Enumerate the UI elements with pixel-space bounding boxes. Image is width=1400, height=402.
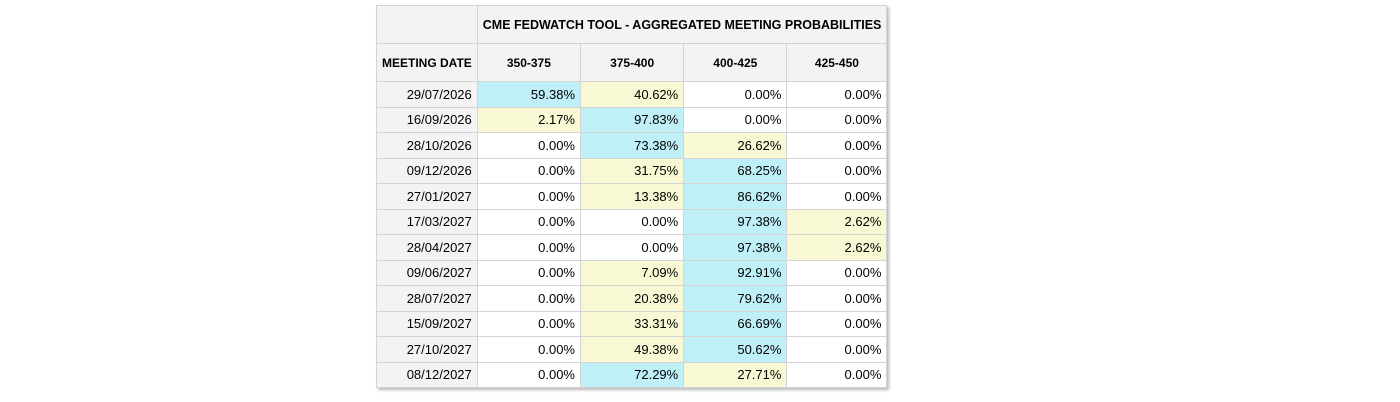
probability-cell: 0.00% (476, 157, 582, 184)
probability-cell: 0.00% (786, 361, 888, 388)
table-row: 27/10/2027 0.00% 49.38% 50.62% 0.00% (376, 336, 888, 363)
meeting-date-cell: 28/10/2026 (376, 132, 478, 159)
probability-cell: 0.00% (579, 234, 685, 261)
meeting-date-cell: 29/07/2026 (376, 81, 478, 108)
probability-cell: 0.00% (476, 183, 582, 210)
probability-cell: 0.00% (476, 132, 582, 159)
probability-cell: 2.62% (786, 234, 888, 261)
probability-cell: 0.00% (476, 259, 582, 286)
table-row: 16/09/2026 2.17% 97.83% 0.00% 0.00% (376, 106, 888, 133)
meeting-date-cell: 15/09/2027 (376, 310, 478, 337)
fedwatch-table-container: CME FEDWATCH TOOL - AGGREGATED MEETING P… (376, 5, 888, 388)
table-row: 17/03/2027 0.00% 0.00% 97.38% 2.62% (376, 208, 888, 235)
probability-cell: 0.00% (786, 259, 888, 286)
meeting-date-cell: 28/04/2027 (376, 234, 478, 261)
probability-cell: 0.00% (786, 310, 888, 337)
probability-cell: 0.00% (476, 234, 582, 261)
table-row: 29/07/2026 59.38% 40.62% 0.00% 0.00% (376, 81, 888, 108)
range-header: 425-450 (786, 43, 888, 82)
table-row: 09/06/2027 0.00% 7.09% 92.91% 0.00% (376, 259, 888, 286)
probability-cell: 79.62% (683, 285, 788, 312)
meeting-date-cell: 27/01/2027 (376, 183, 478, 210)
probability-cell: 0.00% (476, 208, 582, 235)
table-row: 27/01/2027 0.00% 13.38% 86.62% 0.00% (376, 183, 888, 210)
meeting-date-cell: 09/12/2026 (376, 157, 478, 184)
probability-cell: 59.38% (476, 81, 582, 108)
range-header: 375-400 (579, 43, 685, 82)
table-row: 08/12/2027 0.00% 72.29% 27.71% 0.00% (376, 361, 888, 388)
meeting-date-cell: 16/09/2026 (376, 106, 478, 133)
probability-cell: 0.00% (786, 81, 888, 108)
probability-cell: 72.29% (579, 361, 685, 388)
range-header: 350-375 (476, 43, 582, 82)
probability-cell: 0.00% (683, 106, 788, 133)
probability-cell: 68.25% (683, 157, 788, 184)
probability-cell: 50.62% (683, 336, 788, 363)
probability-cell: 0.00% (786, 157, 888, 184)
probability-cell: 0.00% (476, 361, 582, 388)
table-row: 28/10/2026 0.00% 73.38% 26.62% 0.00% (376, 132, 888, 159)
fedwatch-probability-table: CME FEDWATCH TOOL - AGGREGATED MEETING P… (376, 5, 888, 388)
probability-cell: 27.71% (683, 361, 788, 388)
meeting-date-cell: 09/06/2027 (376, 259, 478, 286)
table-row: 09/12/2026 0.00% 31.75% 68.25% 0.00% (376, 157, 888, 184)
probability-cell: 0.00% (786, 132, 888, 159)
table-row: 15/09/2027 0.00% 33.31% 66.69% 0.00% (376, 310, 888, 337)
probability-cell: 31.75% (579, 157, 685, 184)
title-row: CME FEDWATCH TOOL - AGGREGATED MEETING P… (376, 5, 888, 44)
probability-cell: 0.00% (476, 285, 582, 312)
probability-cell: 0.00% (579, 208, 685, 235)
probability-cell: 0.00% (476, 310, 582, 337)
probability-cell: 66.69% (683, 310, 788, 337)
probability-cell: 0.00% (786, 183, 888, 210)
table-row: 28/04/2027 0.00% 0.00% 97.38% 2.62% (376, 234, 888, 261)
range-header: 400-425 (683, 43, 788, 82)
table-title: CME FEDWATCH TOOL - AGGREGATED MEETING P… (476, 5, 888, 44)
probability-cell: 0.00% (786, 106, 888, 133)
probability-cell: 13.38% (579, 183, 685, 210)
probability-cell: 7.09% (579, 259, 685, 286)
probability-cell: 40.62% (579, 81, 685, 108)
probability-cell: 73.38% (579, 132, 685, 159)
corner-cell (376, 5, 478, 44)
table-row: 28/07/2027 0.00% 20.38% 79.62% 0.00% (376, 285, 888, 312)
probability-cell: 97.38% (683, 234, 788, 261)
probability-cell: 0.00% (786, 285, 888, 312)
probability-cell: 2.17% (476, 106, 582, 133)
probability-cell: 0.00% (683, 81, 788, 108)
meeting-date-cell: 17/03/2027 (376, 208, 478, 235)
probability-cell: 97.38% (683, 208, 788, 235)
header-row: MEETING DATE 350-375 375-400 400-425 425… (376, 43, 888, 82)
probability-cell: 49.38% (579, 336, 685, 363)
meeting-date-header: MEETING DATE (376, 43, 478, 82)
probability-cell: 97.83% (579, 106, 685, 133)
probability-cell: 26.62% (683, 132, 788, 159)
probability-cell: 20.38% (579, 285, 685, 312)
probability-cell: 86.62% (683, 183, 788, 210)
probability-cell: 2.62% (786, 208, 888, 235)
probability-cell: 92.91% (683, 259, 788, 286)
meeting-date-cell: 08/12/2027 (376, 361, 478, 388)
probability-cell: 33.31% (579, 310, 685, 337)
probability-cell: 0.00% (786, 336, 888, 363)
meeting-date-cell: 27/10/2027 (376, 336, 478, 363)
probability-cell: 0.00% (476, 336, 582, 363)
meeting-date-cell: 28/07/2027 (376, 285, 478, 312)
